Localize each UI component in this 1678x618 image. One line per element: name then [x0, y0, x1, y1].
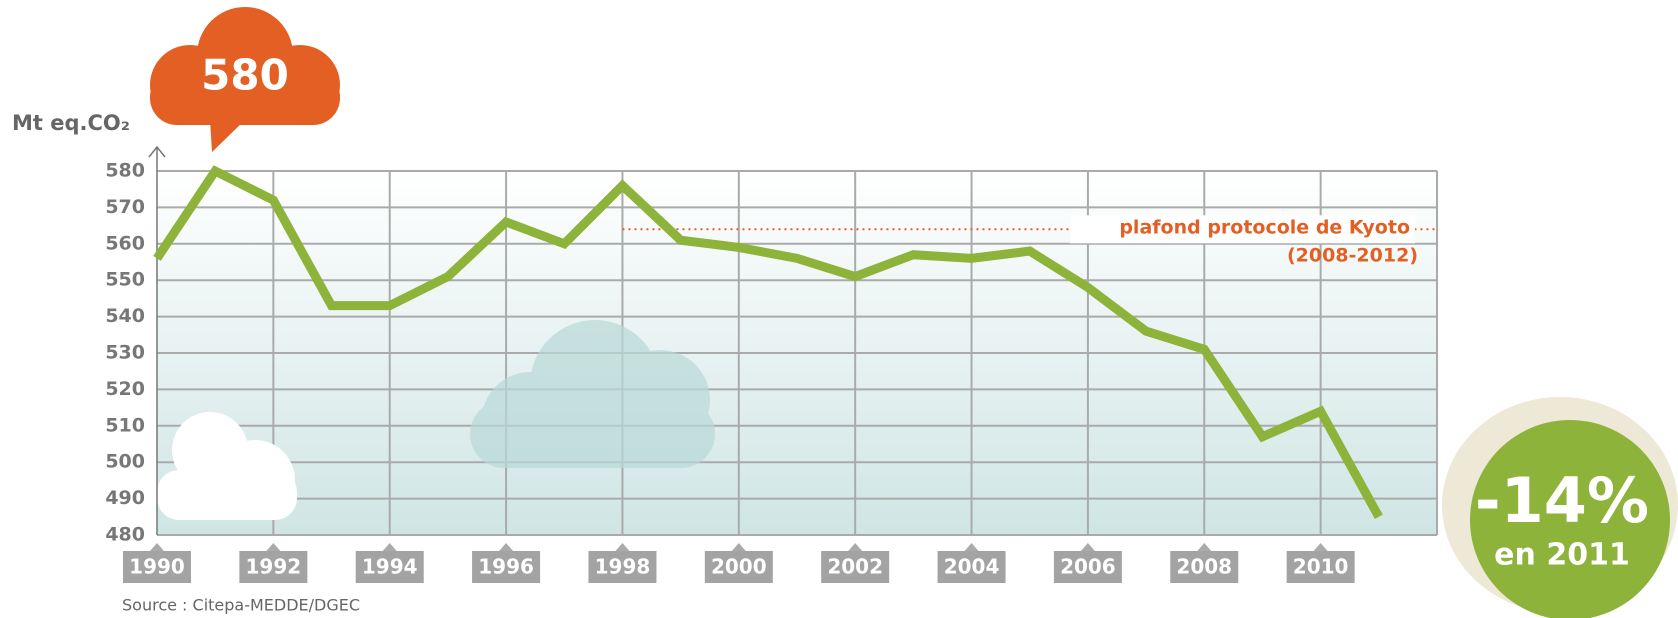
y-tick-label: 530 — [105, 342, 145, 364]
badge-text: en 2011 — [1494, 538, 1630, 573]
source: Source : Citepa-MEDDE/DGEC — [122, 596, 360, 615]
x-tick-box — [1053, 551, 1122, 583]
x-tick-box — [821, 551, 890, 583]
peak-callout — [150, 7, 340, 152]
x-tick-label: 2002 — [827, 555, 883, 579]
x-tick-label: 2008 — [1176, 555, 1232, 579]
x-tick-marker — [731, 543, 746, 551]
x-tick-label: 1990 — [129, 555, 185, 579]
x-tick-label: 1992 — [246, 555, 302, 579]
y-tick-label: 490 — [105, 487, 145, 509]
y-tick-label: 520 — [105, 378, 145, 400]
x-tick-box — [355, 551, 424, 583]
x-tick-label: 1996 — [478, 555, 534, 579]
kyoto-label-bg — [1070, 215, 1415, 244]
kyoto-period: (2008-2012) — [1287, 245, 1418, 267]
x-tick-marker — [266, 543, 281, 551]
x-tick-label: 1994 — [362, 555, 418, 579]
y-tick-label: 480 — [105, 524, 145, 546]
x-tick-marker — [615, 543, 630, 551]
x-tick-box — [239, 551, 308, 583]
x-tick-marker — [499, 543, 514, 551]
x-tick-marker — [1080, 543, 1095, 551]
x-tick-marker — [382, 543, 397, 551]
y-tick-label: 550 — [105, 269, 145, 291]
cloud-decoration — [470, 320, 715, 468]
y-axis-label: Mt eq.CO₂ — [12, 111, 130, 135]
x-tick-box — [1170, 551, 1239, 583]
peak-label: 580 — [201, 51, 289, 100]
y-tick-label: 500 — [105, 451, 145, 473]
x-tick-label: 2010 — [1293, 555, 1349, 579]
x-tick-box — [472, 551, 541, 583]
badge-value: -14% — [1475, 464, 1649, 537]
x-tick-marker — [1197, 543, 1212, 551]
x-tick-label: 2000 — [711, 555, 767, 579]
x-tick-marker — [150, 543, 164, 551]
x-tick-box — [123, 551, 191, 583]
x-tick-label: 2006 — [1060, 555, 1116, 579]
data-line — [153, 165, 1383, 519]
x-tick-marker — [848, 543, 863, 551]
y-tick-label: 580 — [105, 160, 145, 182]
y-tick-label: 540 — [105, 305, 145, 327]
x-tick-box — [704, 551, 773, 583]
y-tick-label: 510 — [105, 414, 145, 436]
x-tick-box — [937, 551, 1006, 583]
x-tick-box — [588, 551, 657, 583]
x-tick-box — [1286, 551, 1355, 583]
cloud-decoration — [157, 412, 297, 520]
kyoto-label: plafond protocole de Kyoto — [1119, 217, 1410, 239]
y-tick-label: 570 — [105, 196, 145, 218]
x-tick-label: 2004 — [944, 555, 1000, 579]
y-axis-arrow — [148, 145, 166, 158]
y-tick-label: 560 — [105, 232, 145, 254]
badge — [1470, 420, 1670, 618]
x-tick-label: 1998 — [595, 555, 651, 579]
x-tick-marker — [964, 543, 979, 551]
x-tick-marker — [1313, 543, 1328, 551]
